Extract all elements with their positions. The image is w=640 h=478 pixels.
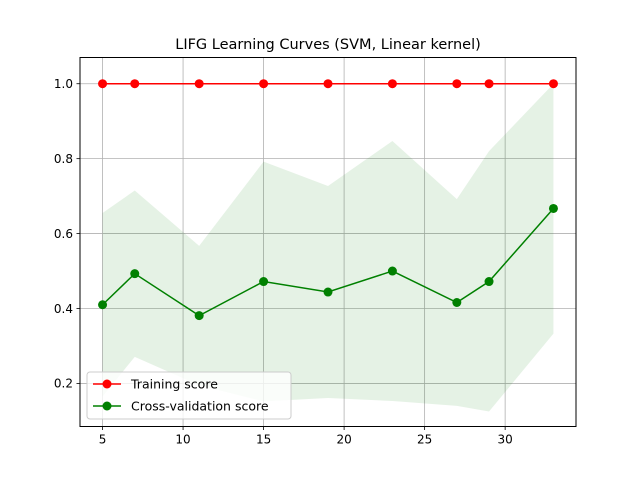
series-group: [98, 79, 558, 89]
data-point: [194, 79, 204, 89]
legend-box: [86, 371, 292, 420]
series-group: [98, 203, 558, 321]
y-axis: 0.2 0.4 0.6 0.8 1.0: [54, 77, 80, 391]
data-point: [130, 269, 140, 279]
series: [98, 79, 558, 321]
data-point: [130, 79, 140, 89]
data-point: [387, 79, 397, 89]
data-point: [452, 79, 462, 89]
y-tick-label: 0.2: [54, 377, 73, 391]
x-axis: 5 10 15 20 25 30: [99, 426, 513, 447]
data-point: [259, 277, 269, 287]
data-point: [194, 311, 204, 321]
legend-label-training: Training score: [130, 377, 218, 392]
x-tick-label: 30: [498, 433, 513, 447]
data-point: [387, 266, 397, 276]
data-point: [259, 79, 269, 89]
y-tick-label: 0.4: [54, 302, 73, 316]
x-tick-label: 5: [99, 433, 107, 447]
x-tick-label: 20: [336, 433, 351, 447]
legend: Training score Cross-validation score: [86, 371, 292, 420]
data-point: [452, 298, 462, 308]
data-point: [98, 79, 108, 89]
data-point: [548, 79, 558, 89]
x-tick-label: 15: [256, 433, 271, 447]
legend-label-cross-validation: Cross-validation score: [131, 399, 269, 414]
confidence-band: [102, 83, 554, 412]
data-point: [484, 79, 494, 89]
data-point: [323, 79, 333, 89]
x-tick-label: 25: [417, 433, 432, 447]
plot-area-frame: [79, 57, 577, 427]
confidence-bands: [102, 83, 554, 412]
data-point: [548, 203, 558, 213]
x-tick-label: 10: [175, 433, 190, 447]
y-tick-label: 1.0: [54, 77, 73, 91]
legend-marker-cross-validation: [102, 401, 112, 411]
data-point: [323, 287, 333, 297]
y-tick-label: 0.8: [54, 152, 73, 166]
chart-title: LIFG Learning Curves (SVM, Linear kernel…: [175, 37, 481, 53]
data-point: [98, 300, 108, 310]
legend-marker-training: [102, 379, 112, 389]
data-point: [484, 277, 494, 287]
y-tick-label: 0.6: [54, 227, 73, 241]
